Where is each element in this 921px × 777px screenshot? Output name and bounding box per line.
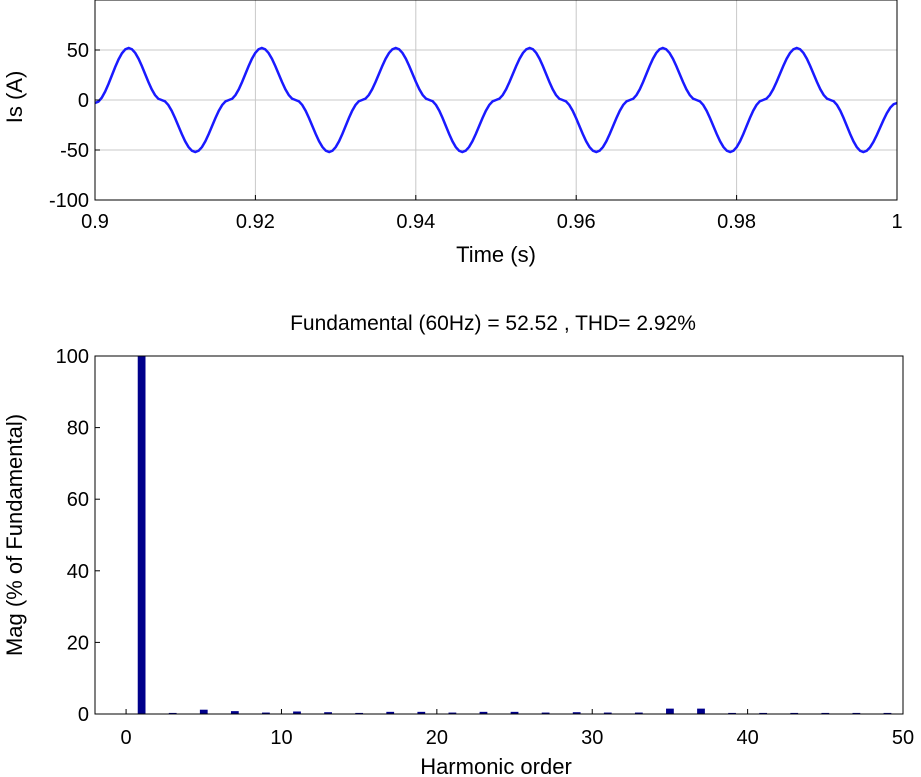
waveform-y-tick-label: 50 [67,40,89,62]
spectrum-y-tick-label: 40 [67,561,89,583]
harmonic-bar [448,712,457,714]
spectrum-x-tick-label: 10 [270,727,292,749]
spectrum-y-axis-label: Mag (% of Fundamental) [2,414,27,656]
harmonic-bar [603,712,612,714]
harmonic-bar [666,708,674,714]
harmonic-bar [634,712,643,714]
harmonic-bar [510,711,519,714]
waveform-y-axis-label: Is (A) [2,71,27,124]
waveform-x-tick-label: 0.98 [717,211,756,233]
spectrum-x-tick-label: 0 [121,727,132,749]
harmonic-bar [293,711,301,714]
waveform-y-tick-label: -50 [60,140,89,162]
spectrum-ticks: 0 10 20 30 40 50 0 20 40 60 80 100 [56,346,915,749]
spectrum-y-tick-label: 60 [67,489,89,511]
waveform-x-tick-label: 0.9 [81,211,109,233]
waveform-x-axis-label: Time (s) [456,242,536,267]
harmonic-bar [883,712,892,714]
harmonic-bar [790,712,799,714]
harmonic-bar [821,712,830,714]
spectrum-x-axis-label: Harmonic order [420,754,572,777]
waveform-x-tick-label: 1 [891,211,902,233]
waveform-x-tick-label: 0.94 [396,211,435,233]
waveform-y-tick-label: 0 [78,90,89,112]
harmonic-bar [417,711,426,714]
spectrum-x-tick-label: 40 [736,727,758,749]
harmonic-bar [697,708,705,714]
spectrum-plot: Fundamental (60Hz) = 52.52 , THD= 2.92% … [2,312,914,777]
spectrum-x-tick-label: 30 [581,727,603,749]
spectrum-x-tick-label: 50 [892,727,914,749]
harmonic-bar [324,712,332,714]
harmonic-bar [541,712,550,714]
waveform-x-tick-label: 0.92 [236,211,275,233]
spectrum-y-tick-label: 0 [78,704,89,726]
spectrum-bars [137,356,892,714]
current-waveform-line [94,46,898,154]
spectrum-y-tick-label: 20 [67,632,89,654]
harmonic-bar [230,711,239,714]
harmonic-bar [572,712,581,714]
harmonic-bar [137,356,146,714]
harmonic-bar [852,712,861,714]
spectrum-axes-frame [94,355,904,715]
harmonic-bar [168,712,177,714]
spectrum-y-tick-label: 100 [56,346,89,368]
spectrum-x-tick-label: 20 [426,727,448,749]
waveform-ticks: 0.9 0.92 0.94 0.96 0.98 1 -100 -50 0 50 [49,40,903,233]
harmonic-bar [355,712,364,714]
spectrum-y-tick-label: 80 [67,418,89,440]
waveform-x-tick-label: 0.96 [557,211,596,233]
harmonic-bar [199,709,208,714]
waveform-y-tick-label: -100 [49,190,89,212]
harmonic-bar [479,711,488,714]
harmonic-bar [759,712,768,714]
spectrum-title: Fundamental (60Hz) = 52.52 , THD= 2.92% [290,312,696,335]
harmonic-bar [386,711,395,714]
harmonic-bar [728,712,736,714]
harmonic-bar [262,712,270,714]
